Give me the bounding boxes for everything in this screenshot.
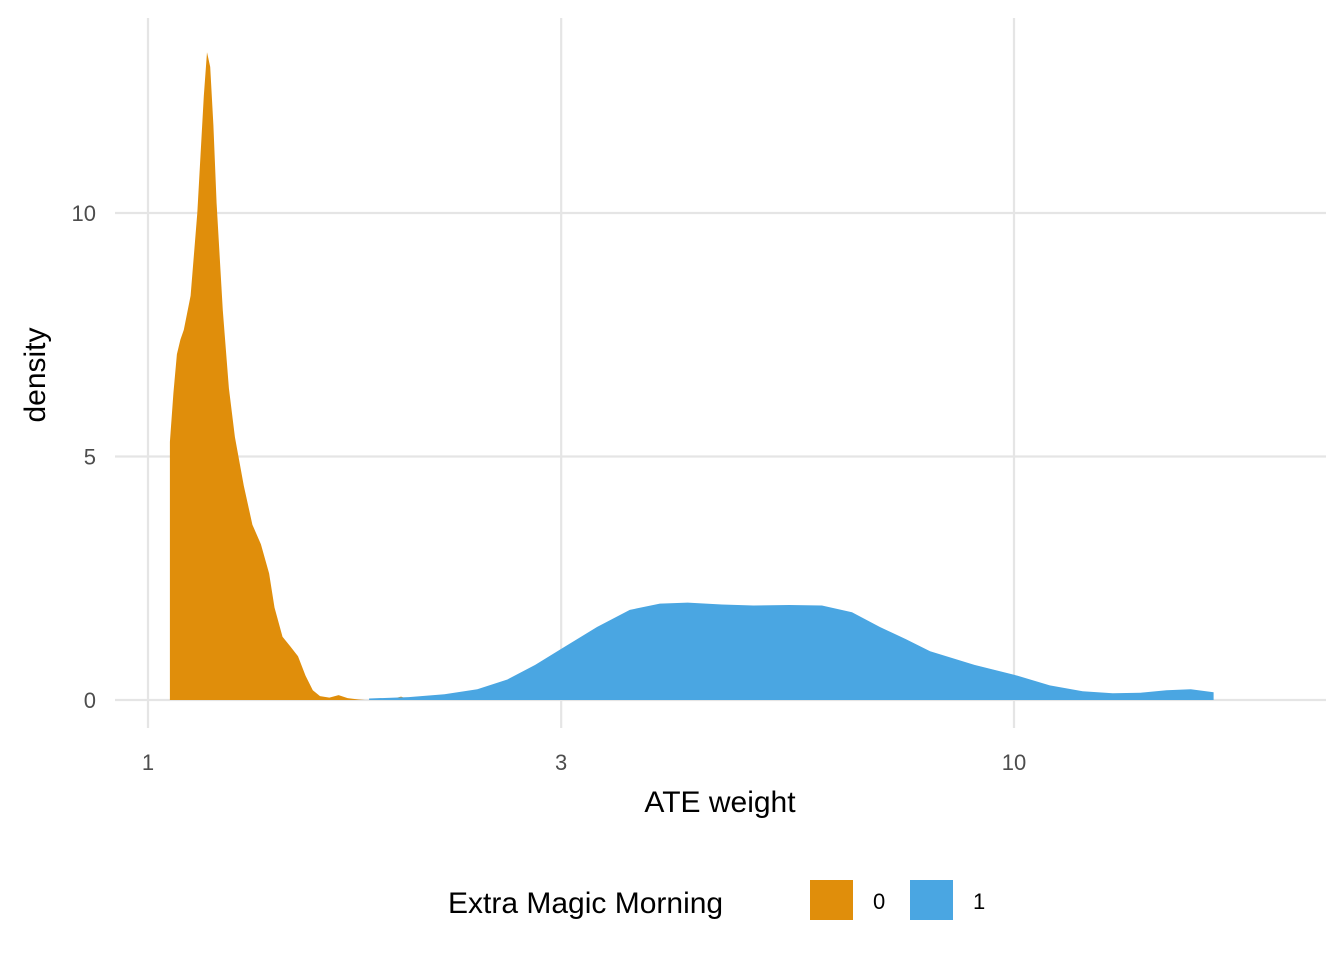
x-tick-label: 1 [142,750,154,775]
x-tick-labels: 1 3 10 [142,750,1026,775]
legend: Extra Magic Morning 0 1 [448,880,985,920]
legend-title: Extra Magic Morning [448,887,723,920]
density-areas [169,52,1214,701]
legend-label-0: 0 [873,889,885,914]
y-tick-label: 10 [72,201,96,226]
x-axis-title: ATE weight [644,786,796,819]
y-tick-labels: 0 5 10 [72,201,96,713]
legend-key-0 [810,880,853,920]
legend-key-1 [910,880,953,920]
legend-label-1: 1 [973,889,985,914]
x-tick-label: 3 [555,750,567,775]
density-area-series-0 [169,52,409,701]
density-area-series-1 [369,602,1214,700]
x-tick-label: 10 [1002,750,1026,775]
y-tick-label: 5 [84,445,96,470]
y-tick-label: 0 [84,688,96,713]
y-axis-title: density [19,327,52,422]
